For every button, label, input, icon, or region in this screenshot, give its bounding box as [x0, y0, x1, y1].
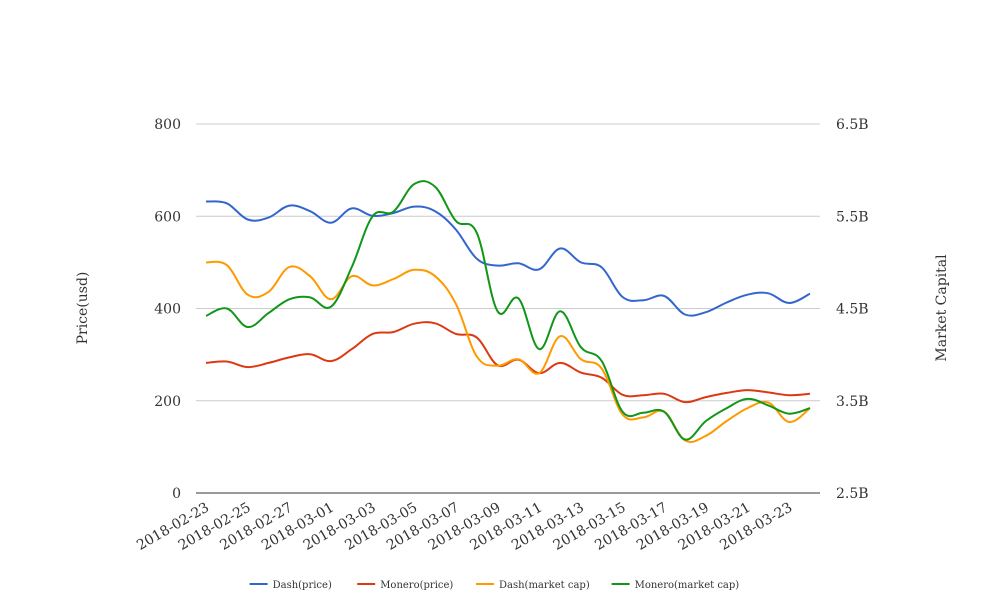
y-right-tick-label: 3.5B	[836, 394, 869, 410]
legend-item-monero-market-cap[interactable]: Monero(market cap)	[611, 580, 740, 591]
y-right-tick-label: 4.5B	[836, 302, 869, 318]
y-left-tick-label: 200	[154, 394, 181, 410]
series-line-monero-price	[205, 321, 811, 404]
series-layer	[205, 180, 811, 443]
y-right-tick-label: 5.5B	[836, 209, 869, 225]
label-layer: Price(usd) Market Capital	[75, 254, 950, 362]
legend: Dash(price) Monero(price) Dash(market cap)…	[249, 580, 740, 591]
y-right-tick-label: 6.5B	[836, 117, 869, 133]
y-left-tick-label: 600	[154, 209, 181, 225]
legend-label: Monero(market cap)	[635, 580, 740, 591]
y-axis-left-title: Price(usd)	[75, 272, 91, 345]
legend-item-monero-price[interactable]: Monero(price)	[357, 580, 453, 591]
y-left-tick-label: 800	[154, 117, 181, 133]
legend-item-dash-market-cap[interactable]: Dash(market cap)	[476, 580, 590, 591]
y-axis-right-title: Market Capital	[934, 254, 950, 362]
series-line-dash-market-cap	[205, 260, 811, 443]
legend-label: Dash(market cap)	[499, 580, 590, 591]
y-left-tick-label: 0	[172, 486, 181, 502]
series-line-monero-market-cap	[205, 180, 811, 441]
y-right-tick-label: 2.5B	[836, 486, 869, 502]
grid-layer	[196, 123, 820, 402]
legend-label: Dash(price)	[273, 580, 332, 591]
y-left-tick-label: 400	[154, 302, 181, 318]
legend-item-dash-price[interactable]: Dash(price)	[249, 580, 332, 591]
legend-label: Monero(price)	[380, 580, 453, 591]
series-line-dash-price	[205, 200, 811, 317]
